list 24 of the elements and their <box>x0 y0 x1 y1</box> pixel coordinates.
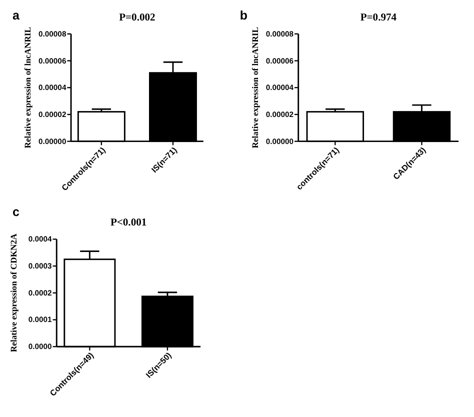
y-tick-label: 0.00008 <box>38 29 67 38</box>
y-tick-label: 0.00002 <box>38 110 66 119</box>
text: c <box>12 205 20 220</box>
y-tick-label: 0.00004 <box>266 83 294 92</box>
y-axis-title: Relative expression of lncANRIL <box>22 26 33 148</box>
y-tick-label: 0.00000 <box>266 136 294 146</box>
y-tick-label: 0.0000 <box>28 342 52 352</box>
y-axis-title: Relative expression of CDKN2A <box>8 232 18 352</box>
chart-title: P=0.974 <box>360 12 398 24</box>
y-tick-label: 0.00008 <box>266 29 294 38</box>
y-axis-title: Relative expression of lncANRIL <box>250 26 260 148</box>
text: b <box>240 8 248 23</box>
y-tick-label: 0.0002 <box>28 288 52 298</box>
chart-title: P=0.002 <box>119 12 156 24</box>
text: a <box>12 8 20 23</box>
y-tick-label: 0.0001 <box>28 315 53 324</box>
y-tick-label: 0.0004 <box>28 234 53 244</box>
y-tick-label: 0.00006 <box>266 56 294 66</box>
y-tick-label: 0.00000 <box>38 136 66 146</box>
y-tick-label: 0.0003 <box>28 262 52 271</box>
y-tick-label: 0.00006 <box>38 56 66 66</box>
y-tick-label: 0.00004 <box>38 83 67 92</box>
chart-title: P<0.001 <box>110 218 147 229</box>
y-tick-label: 0.00002 <box>266 110 294 119</box>
